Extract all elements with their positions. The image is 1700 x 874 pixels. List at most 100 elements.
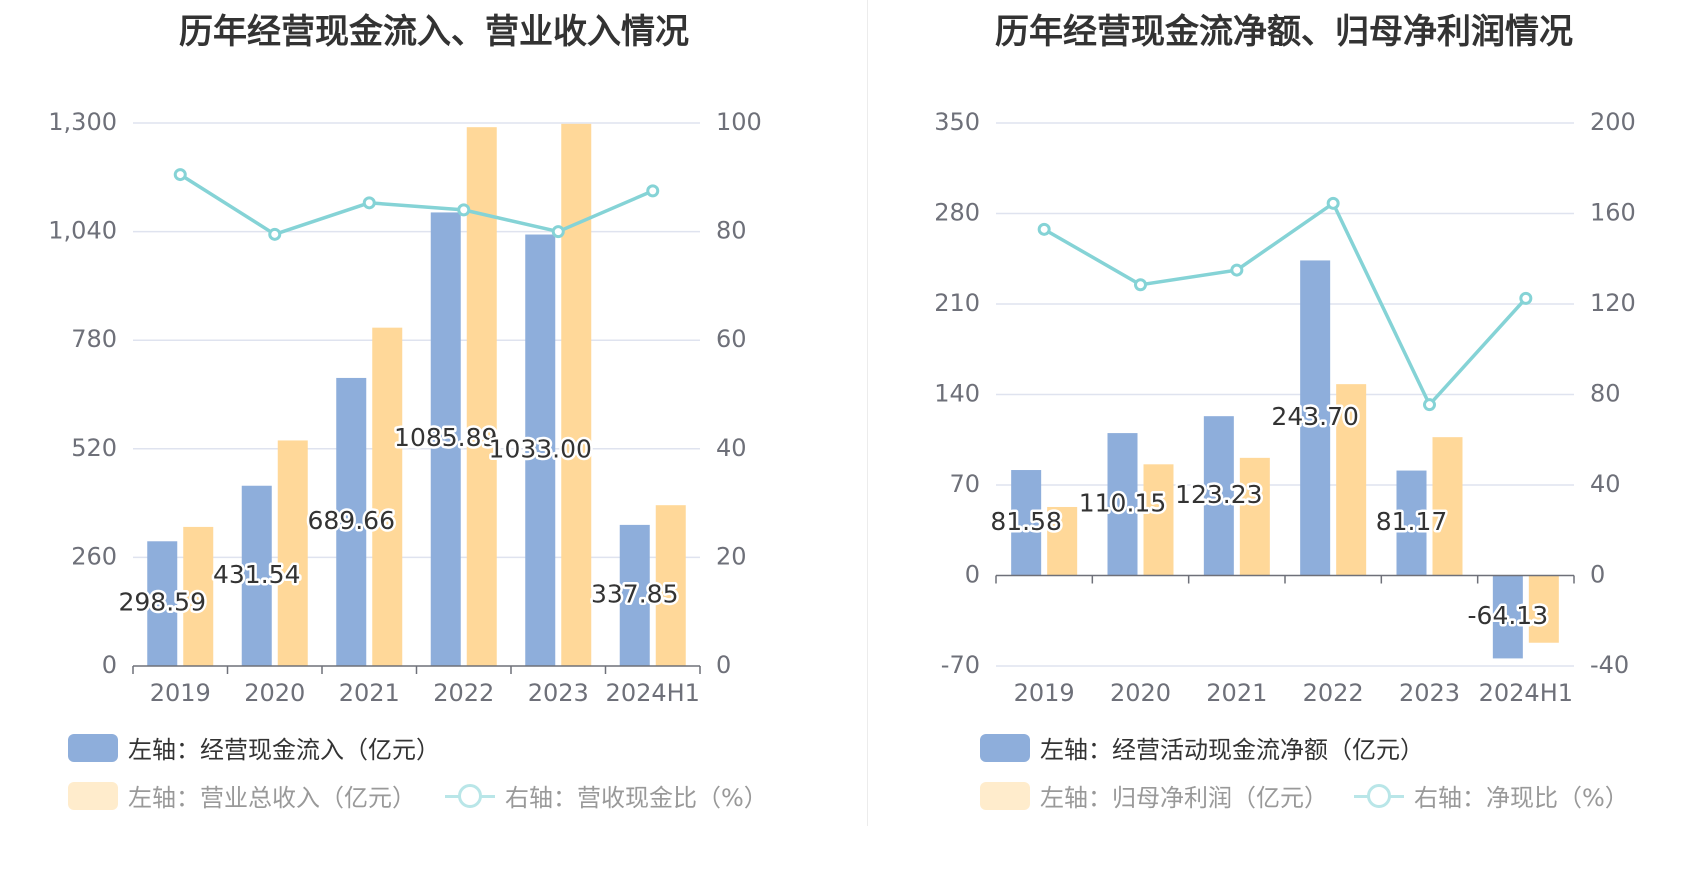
bar-swatch-icon — [980, 733, 1030, 762]
x-category-label: 2021 — [1206, 679, 1267, 707]
bar-secondary — [1143, 464, 1174, 576]
y-right-tick-label: 40 — [1590, 470, 1621, 498]
ratio-point — [362, 196, 376, 210]
bar-primary — [1300, 260, 1331, 576]
bar-secondary — [1239, 457, 1270, 576]
bar-secondary — [1528, 575, 1559, 643]
line-marker-icon — [1354, 782, 1404, 810]
bar-data-label: -64.13 — [1468, 601, 1549, 630]
x-category-label: 2020 — [244, 679, 305, 707]
bar-secondary — [466, 127, 497, 666]
panel-divider — [867, 0, 868, 826]
x-category-label: 2022 — [1303, 679, 1364, 707]
y-left-tick-label: 140 — [934, 380, 980, 408]
bar-secondary — [1336, 384, 1367, 576]
left-chart-title: 历年经营现金流入、营业收入情况 — [179, 12, 689, 52]
y-right-tick-label: 160 — [1590, 199, 1636, 227]
ratio-line — [179, 173, 654, 237]
left-legend-line[interactable]: 右轴：营收现金比（%） — [445, 778, 768, 813]
ratio-line — [1043, 200, 1528, 408]
y-right-tick-label: 0 — [1590, 561, 1605, 589]
ratio-point — [1423, 398, 1436, 412]
y-right-tick-label: 120 — [1590, 289, 1636, 317]
y-right-tick-label: 200 — [1590, 108, 1636, 136]
left-legend-bar1[interactable]: 左轴：经营现金流入（亿元） — [68, 730, 440, 765]
bar-primary — [241, 485, 272, 666]
left-legend-bar2-label: 左轴：营业总收入（亿元） — [128, 784, 416, 812]
bar-data-label: 1033.00 — [489, 434, 592, 463]
y-right-tick-label: 20 — [716, 542, 747, 570]
y-left-tick-label: 0 — [965, 561, 980, 589]
right-chart-panel: 历年经营现金流净额、归母净利润情况 -70 -40 0 0 70 40 140 80 210 12… — [868, 0, 1700, 830]
left-legend-bar2[interactable]: 左轴：营业总收入（亿元） — [68, 778, 416, 813]
bar-data-label: 431.54 — [213, 560, 300, 589]
right-legend-line[interactable]: 右轴：净现比（%） — [1354, 778, 1629, 813]
x-category-label: 2019 — [150, 679, 211, 707]
left-chart-plot: 0 0 260 20 520 40 780 60 1,040 80 1,300 100 2019 2020… — [48, 108, 762, 707]
right-legend-line-label: 右轴：净现比（%） — [1414, 784, 1629, 812]
bar-data-label: 81.17 — [1376, 507, 1448, 536]
bar-data-label: 689.66 — [308, 506, 395, 535]
left-legend-bar1-label: 左轴：经营现金流入（亿元） — [128, 736, 440, 764]
bar-data-label: 1085.89 — [394, 423, 497, 452]
ratio-point — [1519, 291, 1533, 305]
y-right-tick-label: 100 — [716, 108, 762, 136]
ratio-point — [1230, 263, 1244, 277]
x-category-label: 2022 — [433, 679, 494, 707]
x-category-label: 2024H1 — [1479, 679, 1573, 707]
bar-primary — [147, 541, 178, 666]
bar-secondary — [1432, 437, 1463, 576]
bar-primary — [1107, 433, 1138, 576]
bar-secondary — [655, 505, 686, 666]
right-legend-bar1[interactable]: 左轴：经营活动现金流净额（亿元） — [980, 730, 1424, 765]
ratio-point — [551, 225, 565, 239]
bar-secondary — [1047, 506, 1078, 576]
ratio-point — [173, 168, 187, 182]
bar-secondary — [372, 327, 403, 666]
ratio-point — [646, 184, 660, 198]
bar-data-label: 123.23 — [1175, 480, 1262, 509]
bar-primary — [1492, 575, 1523, 659]
ratio-point — [1037, 222, 1051, 236]
left-chart-panel: 历年经营现金流入、营业收入情况 0 0 260 20 520 40 780 60 1,040 80… — [0, 0, 868, 830]
bar-swatch-icon — [68, 733, 118, 762]
left-legend-line-label: 右轴：营收现金比（%） — [505, 784, 768, 812]
right-legend-bar2[interactable]: 左轴：归母净利润（亿元） — [980, 778, 1328, 813]
x-category-label: 2021 — [339, 679, 400, 707]
bar-data-label: 243.70 — [1271, 402, 1358, 431]
right-legend-bar2-label: 左轴：归母净利润（亿元） — [1040, 784, 1328, 812]
bar-primary — [619, 524, 650, 666]
y-left-tick-label: 260 — [71, 542, 117, 570]
ratio-point — [268, 227, 282, 241]
y-left-tick-label: -70 — [941, 651, 980, 679]
x-category-label: 2023 — [528, 679, 589, 707]
y-right-tick-label: 0 — [716, 651, 731, 679]
bar-swatch-icon — [68, 781, 118, 810]
y-right-tick-label: 40 — [716, 434, 747, 462]
y-left-tick-label: 210 — [934, 289, 980, 317]
bar-data-label: 81.58 — [990, 507, 1062, 536]
y-left-tick-label: 780 — [71, 325, 117, 353]
right-chart-title: 历年经营现金流净额、归母净利润情况 — [995, 12, 1573, 52]
right-chart-plot: -70 -40 0 0 70 40 140 80 210 120 280 160 350 200 2019 2… — [934, 108, 1636, 707]
y-left-tick-label: 0 — [102, 651, 117, 679]
bar-secondary — [183, 526, 214, 666]
x-category-label: 2023 — [1399, 679, 1460, 707]
bar-primary — [525, 234, 556, 666]
x-category-label: 2020 — [1110, 679, 1171, 707]
bar-primary — [336, 377, 367, 666]
y-right-tick-label: 60 — [716, 325, 747, 353]
y-left-tick-label: 350 — [934, 108, 980, 136]
right-legend-bar1-label: 左轴：经营活动现金流净额（亿元） — [1040, 736, 1424, 764]
bar-primary — [1011, 470, 1042, 576]
y-left-tick-label: 1,040 — [48, 217, 117, 245]
bar-data-label: 337.85 — [591, 579, 678, 608]
y-right-tick-label: -40 — [1590, 651, 1629, 679]
bar-data-label: 110.15 — [1079, 488, 1166, 517]
ratio-point — [457, 203, 471, 217]
bar-primary — [430, 212, 461, 666]
y-left-tick-label: 70 — [949, 470, 980, 498]
bar-secondary — [277, 440, 308, 666]
y-left-tick-label: 1,300 — [48, 108, 117, 136]
line-marker-icon — [445, 782, 495, 810]
